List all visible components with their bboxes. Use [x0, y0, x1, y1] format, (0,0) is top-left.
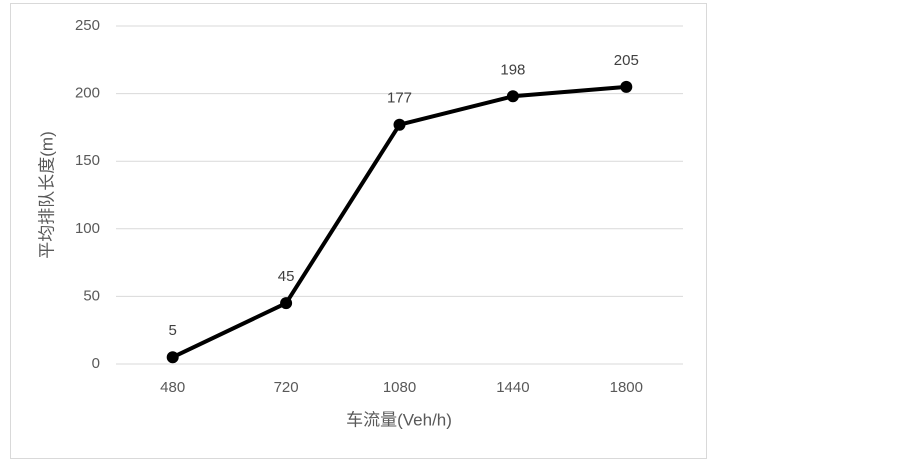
y-tick-label: 200: [75, 85, 100, 102]
data-label: 198: [500, 61, 525, 78]
data-label: 205: [614, 52, 639, 69]
marker: [166, 351, 179, 364]
y-axis-title: 平均排队长度(m): [37, 131, 56, 258]
y-tick-label: 0: [92, 355, 100, 372]
x-tick-label: 1800: [610, 379, 643, 396]
x-tick-label: 1440: [496, 379, 529, 396]
y-tick-label: 250: [75, 17, 100, 34]
data-label: 177: [387, 90, 412, 107]
x-axis-title: 车流量(Veh/h): [346, 410, 452, 429]
y-tick-label: 50: [83, 287, 100, 304]
marker: [620, 80, 633, 93]
x-tick-label: 1080: [383, 379, 416, 396]
marker: [506, 90, 519, 103]
y-tick-label: 100: [75, 220, 100, 237]
chart-border: [10, 3, 707, 459]
marker: [393, 118, 406, 131]
x-tick-label: 720: [274, 379, 299, 396]
data-label: 5: [169, 322, 177, 339]
x-tick-label: 480: [160, 379, 185, 396]
y-tick-label: 150: [75, 152, 100, 169]
data-label: 45: [278, 268, 295, 285]
marker: [280, 297, 293, 310]
